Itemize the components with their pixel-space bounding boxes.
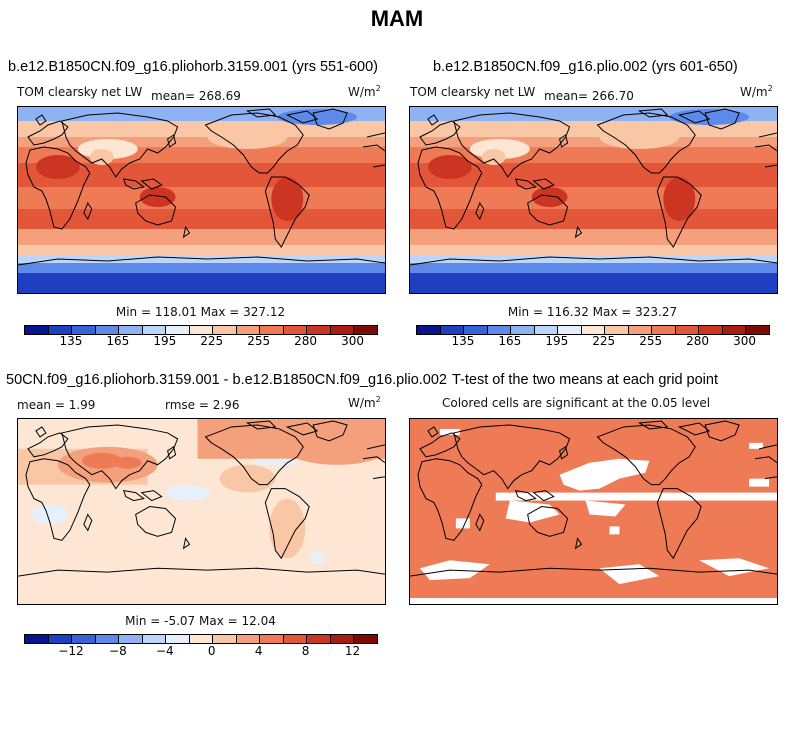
panel-3-colorbar-tick-label: 0	[207, 644, 216, 658]
panel-4-map	[409, 418, 778, 605]
figure-title: MAM	[370, 6, 424, 31]
panel-2-colorbar-swatch	[417, 326, 441, 334]
panel-3-colorbar-swatch	[119, 635, 143, 643]
panel-1-colorbar-swatch	[119, 326, 143, 334]
panel-1-colorbar-swatch	[72, 326, 96, 334]
panel-3-colorbar-tick-label: −8	[109, 644, 127, 658]
panel-1-title: b.e12.B1850CN.f09_g16.pliohorb.3159.001 …	[8, 59, 379, 75]
panel-1-colorbar-swatch	[142, 326, 167, 334]
panel-2-colorbar-tick-label: 255	[639, 334, 663, 348]
panel-1-colorbar-tick-label: 255	[247, 334, 271, 348]
panel-1-colorbar-ticks: 135 165 195 225 255 280 300	[24, 334, 376, 350]
panel-3-stats: Min = -5.07 Max = 12.04	[125, 614, 276, 628]
panel-3-colorbar-swatch	[25, 635, 49, 643]
panel-1-colorbar-tick-label: 225	[200, 334, 224, 348]
panel-1-colorbar-swatch	[330, 326, 355, 334]
panel-2-title: b.e12.B1850CN.f09_g16.plio.002 (yrs 601-…	[433, 59, 738, 75]
panel-1-colorbar-swatch	[95, 326, 120, 334]
panel-2-colorbar-tick-label: 165	[498, 334, 522, 348]
panel-2-colorbar-swatch	[628, 326, 653, 334]
panel-3-mean-label: mean = 1.99	[17, 398, 96, 412]
panel-2-colorbar-swatch	[581, 326, 606, 334]
panel-3-colorbar-swatch	[283, 635, 308, 643]
panel-2-colorbar-swatch	[722, 326, 747, 334]
panel-1-units: W/m2	[348, 84, 381, 99]
panel-2-units: W/m2	[740, 84, 773, 99]
panel-3-colorbar-swatch	[189, 635, 214, 643]
panel-3-colorbar-ticks: −12 −8 −4 0 4 8 12	[24, 644, 376, 660]
panel-1-colorbar	[24, 325, 378, 335]
panel-3-colorbar-tick-label: 8	[301, 644, 310, 658]
panel-2-colorbar	[416, 325, 770, 335]
panel-1-colorbar-swatch	[166, 326, 190, 334]
panel-3-colorbar-swatch	[213, 635, 237, 643]
panel-2-colorbar-swatch	[605, 326, 629, 334]
panel-2-colorbar-ticks: 135 165 195 225 255 280 300	[416, 334, 768, 350]
panel-2-colorbar-swatch	[534, 326, 559, 334]
panel-2-colorbar-tick-label: 135	[451, 334, 475, 348]
panel-3-rmse-label: rmse = 2.96	[165, 398, 240, 412]
panel-3-units: W/m2	[348, 395, 381, 410]
panel-2-mean-label: mean= 266.70	[544, 89, 634, 103]
panel-2-map	[409, 106, 778, 294]
panel-3-colorbar-swatch	[95, 635, 120, 643]
panel-3-colorbar-swatch	[307, 635, 331, 643]
panel-3-map	[17, 418, 386, 605]
panel-1-colorbar-swatch	[189, 326, 214, 334]
panel-2-colorbar-swatch	[558, 326, 582, 334]
panel-1-colorbar-tick-label: 195	[153, 334, 177, 348]
panel-4-title: T-test of the two means at each grid poi…	[452, 372, 718, 388]
panel-1-map	[17, 106, 386, 294]
panel-2-variable-label: TOM clearsky net LW	[410, 85, 536, 99]
panel-2-colorbar-swatch	[699, 326, 723, 334]
panel-3-colorbar-tick-label: −12	[58, 644, 84, 658]
panel-1-colorbar-tick-label: 165	[106, 334, 130, 348]
panel-1-colorbar-tick-label: 135	[59, 334, 83, 348]
panel-3-colorbar-swatch	[330, 635, 355, 643]
panel-1-colorbar-swatch	[307, 326, 331, 334]
panel-2-colorbar-swatch	[487, 326, 512, 334]
panel-3-colorbar-swatch	[354, 635, 377, 643]
panel-1-colorbar-swatch	[25, 326, 49, 334]
panel-1-colorbar-swatch	[260, 326, 284, 334]
panel-1-colorbar-tick-label: 280	[294, 334, 318, 348]
panel-2-colorbar-swatch	[464, 326, 488, 334]
panel-3-colorbar-tick-label: −4	[155, 644, 174, 658]
panel-1-colorbar-swatch	[283, 326, 308, 334]
panel-3-title: 50CN.f09_g16.pliohorb.3159.001 - b.e12.B…	[6, 372, 447, 388]
panel-3-colorbar-swatch	[236, 635, 261, 643]
panel-1-colorbar-swatch	[213, 326, 237, 334]
panel-3-colorbar-swatch	[142, 635, 167, 643]
panel-1-mean-label: mean= 268.69	[151, 89, 241, 103]
panel-4-subtitle: Colored cells are significant at the 0.0…	[442, 396, 711, 410]
panel-1-colorbar-swatch	[48, 326, 73, 334]
panel-2-colorbar-swatch	[511, 326, 535, 334]
panel-3-colorbar-swatch	[72, 635, 96, 643]
panel-3-colorbar	[24, 634, 378, 644]
panel-3-colorbar-swatch	[166, 635, 190, 643]
panel-1-colorbar-swatch	[354, 326, 377, 334]
panel-2-stats: Min = 116.32 Max = 323.27	[507, 305, 678, 319]
panel-2-colorbar-tick-label: 195	[545, 334, 569, 348]
panel-3-colorbar-swatch	[260, 635, 284, 643]
panel-3-colorbar-swatch	[48, 635, 73, 643]
panel-1-variable-label: TOM clearsky net LW	[17, 85, 143, 99]
panel-2-colorbar-swatch	[746, 326, 769, 334]
panel-2-colorbar-tick-label: 280	[686, 334, 710, 348]
panel-2-colorbar-swatch	[675, 326, 700, 334]
panel-3-colorbar-tick-label: 4	[254, 644, 263, 658]
panel-1-colorbar-swatch	[236, 326, 261, 334]
panel-2-colorbar-swatch	[440, 326, 465, 334]
panel-2-colorbar-tick-label: 225	[592, 334, 616, 348]
panel-2-colorbar-swatch	[652, 326, 676, 334]
panel-3-colorbar-tick-label: 12	[344, 644, 361, 658]
panel-1-colorbar-tick-label: 300	[341, 334, 364, 348]
panel-2-colorbar-tick-label: 300	[733, 334, 756, 348]
panel-1-stats: Min = 118.01 Max = 327.12	[115, 305, 286, 319]
